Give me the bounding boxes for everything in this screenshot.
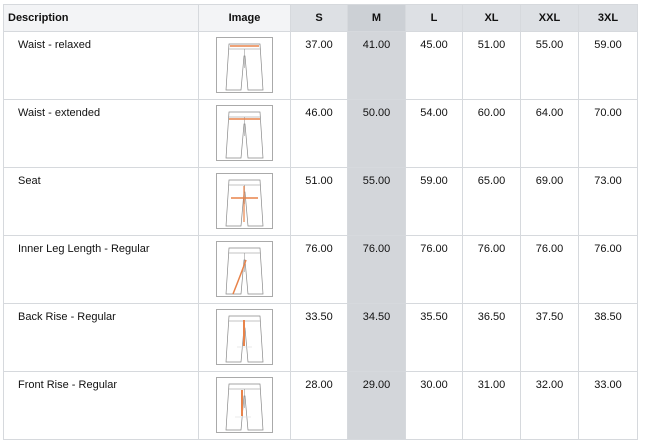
value-l: 30.00 [405,371,463,440]
row-description: Front Rise - Regular [3,371,199,440]
pants-waist-relaxed-diagram [216,37,273,93]
table-row: Waist - extended 46.00 50.00 54.00 60.00 64.0… [3,99,638,168]
row-description: Waist - extended [3,99,199,168]
column-header-description: Description [3,4,199,32]
value-m: 41.00 [347,31,406,100]
value-xl: 76.00 [462,235,521,304]
value-xl: 31.00 [462,371,521,440]
pants-front-rise-diagram [216,377,273,433]
value-3xl: 59.00 [578,31,638,100]
table-row: Inner Leg Length - Regular 76.00 76.00 76.0… [3,235,638,304]
table-row: Back Rise - Regular 33.50 34.50 35.50 36.50 3… [3,303,638,372]
pants-inner-leg-diagram [216,241,273,297]
value-3xl: 76.00 [578,235,638,304]
column-header-image: Image [198,4,291,32]
size-chart-table: Description Image S M L XL XXL 3XL Waist - rela… [3,4,638,440]
table-row: Seat 51.00 55.00 59.00 65.00 69.00 73.00 [3,167,638,236]
value-s: 33.50 [290,303,348,372]
value-m: 76.00 [347,235,406,304]
table-row: Front Rise - Regular 28.00 29.00 30.00 31.00… [3,371,638,440]
value-xxl: 55.00 [520,31,579,100]
column-header-s: S [290,4,348,32]
column-header-l: L [405,4,463,32]
value-m: 50.00 [347,99,406,168]
header-row: Description Image S M L XL XXL 3XL [3,4,638,32]
value-m: 29.00 [347,371,406,440]
value-xxl: 69.00 [520,167,579,236]
column-header-xxl: XXL [520,4,579,32]
value-l: 45.00 [405,31,463,100]
value-xxl: 64.00 [520,99,579,168]
value-3xl: 73.00 [578,167,638,236]
row-description: Waist - relaxed [3,31,199,100]
value-l: 35.50 [405,303,463,372]
value-s: 28.00 [290,371,348,440]
row-description: Back Rise - Regular [3,303,199,372]
value-xxl: 76.00 [520,235,579,304]
row-description: Inner Leg Length - Regular [3,235,199,304]
value-xl: 65.00 [462,167,521,236]
row-image-cell [198,167,291,236]
pants-waist-extended-diagram [216,105,273,161]
value-l: 76.00 [405,235,463,304]
row-description: Seat [3,167,199,236]
value-3xl: 33.00 [578,371,638,440]
value-s: 76.00 [290,235,348,304]
row-image-cell [198,371,291,440]
value-s: 37.00 [290,31,348,100]
value-s: 46.00 [290,99,348,168]
column-header-m: M [347,4,406,32]
value-m: 55.00 [347,167,406,236]
value-xl: 51.00 [462,31,521,100]
value-xxl: 32.00 [520,371,579,440]
row-image-cell [198,99,291,168]
row-image-cell [198,303,291,372]
value-l: 54.00 [405,99,463,168]
value-l: 59.00 [405,167,463,236]
pants-seat-diagram [216,173,273,229]
value-s: 51.00 [290,167,348,236]
column-header-3xl: 3XL [578,4,638,32]
pants-back-rise-diagram [216,309,273,365]
value-xl: 36.50 [462,303,521,372]
row-image-cell [198,31,291,100]
row-image-cell [198,235,291,304]
value-xl: 60.00 [462,99,521,168]
value-3xl: 38.50 [578,303,638,372]
column-header-xl: XL [462,4,521,32]
value-xxl: 37.50 [520,303,579,372]
value-3xl: 70.00 [578,99,638,168]
value-m: 34.50 [347,303,406,372]
table-row: Waist - relaxed 37.00 41.00 45.00 51.00 55.00… [3,31,638,100]
